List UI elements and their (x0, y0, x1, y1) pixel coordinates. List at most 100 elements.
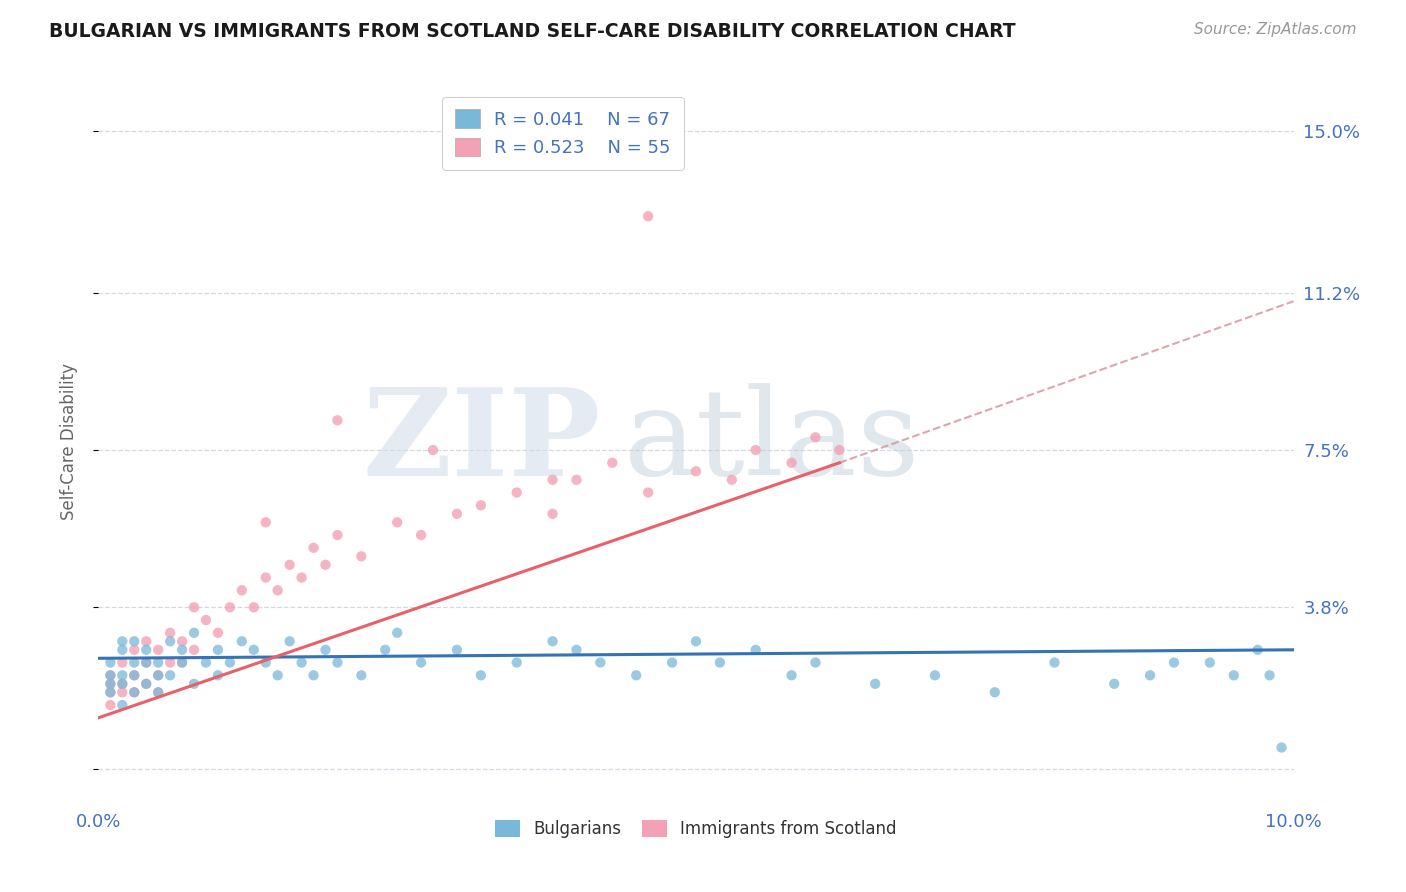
Point (111, 634, 134, 648)
Point (828, 443, 851, 458)
Point (148, 685, 170, 699)
Point (98, 668, 122, 682)
Point (326, 413, 349, 427)
Point (148, 685, 170, 699)
Point (315, 558, 337, 572)
Point (111, 677, 134, 691)
Point (135, 656, 157, 670)
Point (159, 668, 181, 682)
Point (135, 634, 157, 648)
Point (159, 634, 181, 648)
Point (745, 642, 768, 657)
Point (589, 656, 612, 670)
Point (183, 625, 205, 640)
Point (207, 642, 229, 657)
Text: BULGARIAN VS IMMIGRANTS FROM SCOTLAND SELF-CARE DISABILITY CORRELATION CHART: BULGARIAN VS IMMIGRANTS FROM SCOTLAND SE… (49, 22, 1015, 41)
Point (111, 656, 134, 670)
Point (254, 656, 277, 670)
Point (780, 456, 803, 470)
Point (124, 668, 146, 682)
Point (685, 634, 707, 648)
Point (172, 656, 194, 670)
Point (565, 642, 588, 657)
Point (111, 685, 134, 699)
Point (195, 613, 218, 627)
Point (124, 634, 146, 648)
Point (124, 685, 146, 699)
Point (159, 656, 181, 670)
Point (422, 443, 444, 458)
Point (219, 656, 242, 670)
Point (135, 656, 157, 670)
Point (1043, 656, 1066, 670)
Point (541, 507, 564, 521)
Point (506, 656, 529, 670)
Point (98, 656, 122, 670)
Point (124, 668, 146, 682)
Point (302, 668, 325, 682)
Point (411, 528, 433, 542)
Point (183, 642, 205, 657)
Point (111, 677, 134, 691)
Point (148, 656, 170, 670)
Point (745, 443, 768, 458)
Point (1163, 656, 1185, 670)
Point (541, 634, 564, 648)
Point (1139, 668, 1161, 682)
Point (541, 473, 564, 487)
Point (637, 209, 659, 223)
Point (804, 430, 827, 444)
Text: atlas: atlas (624, 383, 921, 500)
Point (804, 656, 827, 670)
Point (374, 642, 396, 657)
Point (207, 625, 229, 640)
Point (219, 600, 242, 615)
Point (124, 656, 146, 670)
Point (661, 656, 683, 670)
Point (385, 625, 409, 640)
Point (1104, 677, 1126, 691)
Point (602, 456, 624, 470)
Point (98, 668, 122, 682)
Point (721, 473, 744, 487)
Y-axis label: Self-Care Disability: Self-Care Disability (59, 363, 77, 520)
Text: Source: ZipAtlas.com: Source: ZipAtlas.com (1194, 22, 1357, 37)
Point (291, 656, 314, 670)
Point (1258, 668, 1281, 682)
Point (98, 698, 122, 712)
Point (326, 528, 349, 542)
Point (254, 570, 277, 584)
Point (243, 600, 266, 615)
Point (148, 668, 170, 682)
Point (231, 634, 253, 648)
Point (148, 642, 170, 657)
Point (506, 485, 529, 500)
Point (1199, 656, 1222, 670)
Legend: Bulgarians, Immigrants from Scotland: Bulgarians, Immigrants from Scotland (489, 814, 903, 845)
Point (924, 668, 946, 682)
Point (685, 464, 707, 478)
Point (195, 656, 218, 670)
Point (780, 668, 803, 682)
Point (124, 642, 146, 657)
Point (98, 677, 122, 691)
Point (111, 698, 134, 712)
Point (172, 634, 194, 648)
Point (98, 685, 122, 699)
Point (1247, 642, 1270, 657)
Point (172, 656, 194, 670)
Point (326, 656, 349, 670)
Point (231, 583, 253, 598)
Point (637, 485, 659, 500)
Point (565, 473, 588, 487)
Point (267, 583, 290, 598)
Point (124, 685, 146, 699)
Point (183, 600, 205, 615)
Point (111, 642, 134, 657)
Point (302, 541, 325, 555)
Point (984, 685, 1007, 699)
Point (385, 516, 409, 530)
Text: ZIP: ZIP (363, 383, 600, 500)
Point (254, 516, 277, 530)
Point (207, 668, 229, 682)
